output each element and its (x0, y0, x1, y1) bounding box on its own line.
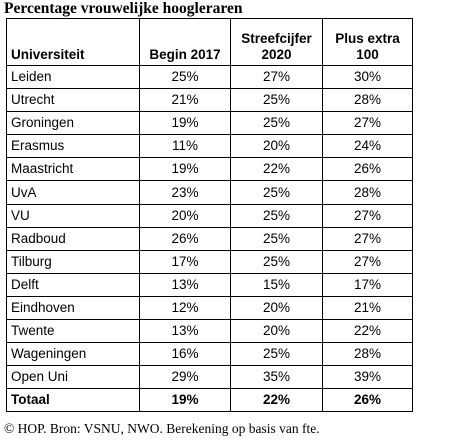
table-row: UvA 23% 25% 28% (6, 180, 413, 205)
streefcijfer-2020-cell: 25% (230, 180, 323, 205)
chart-title: Percentage vrouwelijke hoogleraren (4, 0, 243, 17)
column-header-begin-2017: Begin 2017 (139, 18, 231, 66)
university-name-cell: Maastricht (6, 157, 140, 182)
begin-2017-cell: 17% (139, 249, 231, 274)
column-header-streefcijfer-2020: Streefcijfer 2020 (230, 18, 323, 66)
table-row: Tilburg 17% 25% 27% (6, 249, 413, 274)
begin-2017-cell: 25% (139, 64, 231, 90)
plus-extra-100-cell: 27% (322, 203, 413, 228)
column-header-universiteit: Universiteit (6, 18, 140, 66)
begin-2017-cell: 11% (139, 134, 231, 159)
plus-extra-100-cell: 28% (322, 180, 413, 205)
streefcijfer-2020-cell: 25% (230, 226, 323, 251)
streefcijfer-2020-cell: 25% (230, 249, 323, 274)
plus-extra-100-cell: 24% (322, 134, 413, 159)
begin-2017-cell: 29% (139, 365, 231, 390)
university-name-cell: Tilburg (6, 249, 140, 274)
data-table: Universiteit Begin 2017 Streefcijfer 202… (6, 18, 413, 413)
table-row: Delft 13% 15% 17% (6, 272, 413, 297)
begin-2017-cell: 19% (139, 157, 231, 182)
plus-extra-100-cell: 27% (322, 111, 413, 136)
university-name-cell: Erasmus (6, 134, 140, 159)
begin-2017-cell: 13% (139, 272, 231, 297)
begin-2017-cell: 13% (139, 319, 231, 344)
plus-extra-100-cell: 39% (322, 365, 413, 390)
plus-extra-100-cell: 17% (322, 272, 413, 297)
streefcijfer-2020-cell: 20% (230, 319, 323, 344)
streefcijfer-2020-cell: 25% (230, 342, 323, 367)
streefcijfer-2020-cell: 20% (230, 134, 323, 159)
plus-extra-100-cell: 27% (322, 226, 413, 251)
streefcijfer-2020-cell: 22% (230, 388, 323, 413)
plus-extra-100-cell: 30% (322, 64, 413, 90)
table-row: Wageningen 16% 25% 28% (6, 342, 413, 367)
table-row: Erasmus 11% 20% 24% (6, 134, 413, 159)
university-name-cell: Leiden (6, 64, 140, 90)
university-name-cell: Eindhoven (6, 295, 140, 321)
streefcijfer-2020-cell: 22% (230, 157, 323, 182)
begin-2017-cell: 26% (139, 226, 231, 251)
plus-extra-100-cell: 28% (322, 88, 413, 113)
university-name-cell: Twente (6, 319, 140, 344)
university-name-cell: Utrecht (6, 88, 140, 113)
table-row: VU 20% 25% 27% (6, 203, 413, 228)
plus-extra-100-cell: 28% (322, 342, 413, 367)
streefcijfer-2020-cell: 15% (230, 272, 323, 297)
streefcijfer-2020-cell: 25% (230, 88, 323, 113)
university-name-cell: Wageningen (6, 342, 140, 367)
begin-2017-cell: 12% (139, 295, 231, 321)
table-row: Eindhoven 12% 20% 21% (6, 295, 413, 321)
header-row: Universiteit Begin 2017 Streefcijfer 202… (6, 18, 413, 66)
plus-extra-100-cell: 22% (322, 319, 413, 344)
begin-2017-cell: 19% (139, 388, 231, 413)
table-row: Groningen 19% 25% 27% (6, 111, 413, 136)
university-name-cell: Totaal (6, 388, 140, 413)
column-header-plus-extra-100: Plus extra 100 (322, 18, 413, 66)
begin-2017-cell: 19% (139, 111, 231, 136)
begin-2017-cell: 21% (139, 88, 231, 113)
streefcijfer-2020-cell: 25% (230, 111, 323, 136)
table-row: Maastricht 19% 22% 26% (6, 157, 413, 182)
table-row: Leiden 25% 27% 30% (6, 64, 413, 90)
begin-2017-cell: 16% (139, 342, 231, 367)
table-row: Radboud 26% 25% 27% (6, 226, 413, 251)
total-row: Totaal 19% 22% 26% (6, 388, 413, 413)
plus-extra-100-cell: 26% (322, 388, 413, 413)
plus-extra-100-cell: 21% (322, 295, 413, 321)
streefcijfer-2020-cell: 25% (230, 203, 323, 228)
streefcijfer-2020-cell: 20% (230, 295, 323, 321)
begin-2017-cell: 20% (139, 203, 231, 228)
table-row: Twente 13% 20% 22% (6, 319, 413, 344)
university-name-cell: VU (6, 203, 140, 228)
university-name-cell: Groningen (6, 111, 140, 136)
streefcijfer-2020-cell: 27% (230, 64, 323, 90)
plus-extra-100-cell: 26% (322, 157, 413, 182)
source-note: © HOP. Bron: VSNU, NWO. Berekening op ba… (4, 421, 320, 436)
begin-2017-cell: 23% (139, 180, 231, 205)
table-row: Utrecht 21% 25% 28% (6, 88, 413, 113)
plus-extra-100-cell: 27% (322, 249, 413, 274)
university-name-cell: UvA (6, 180, 140, 205)
university-name-cell: Delft (6, 272, 140, 297)
streefcijfer-2020-cell: 35% (230, 365, 323, 390)
university-name-cell: Open Uni (6, 365, 140, 390)
university-name-cell: Radboud (6, 226, 140, 251)
table-row: Open Uni 29% 35% 39% (6, 365, 413, 390)
